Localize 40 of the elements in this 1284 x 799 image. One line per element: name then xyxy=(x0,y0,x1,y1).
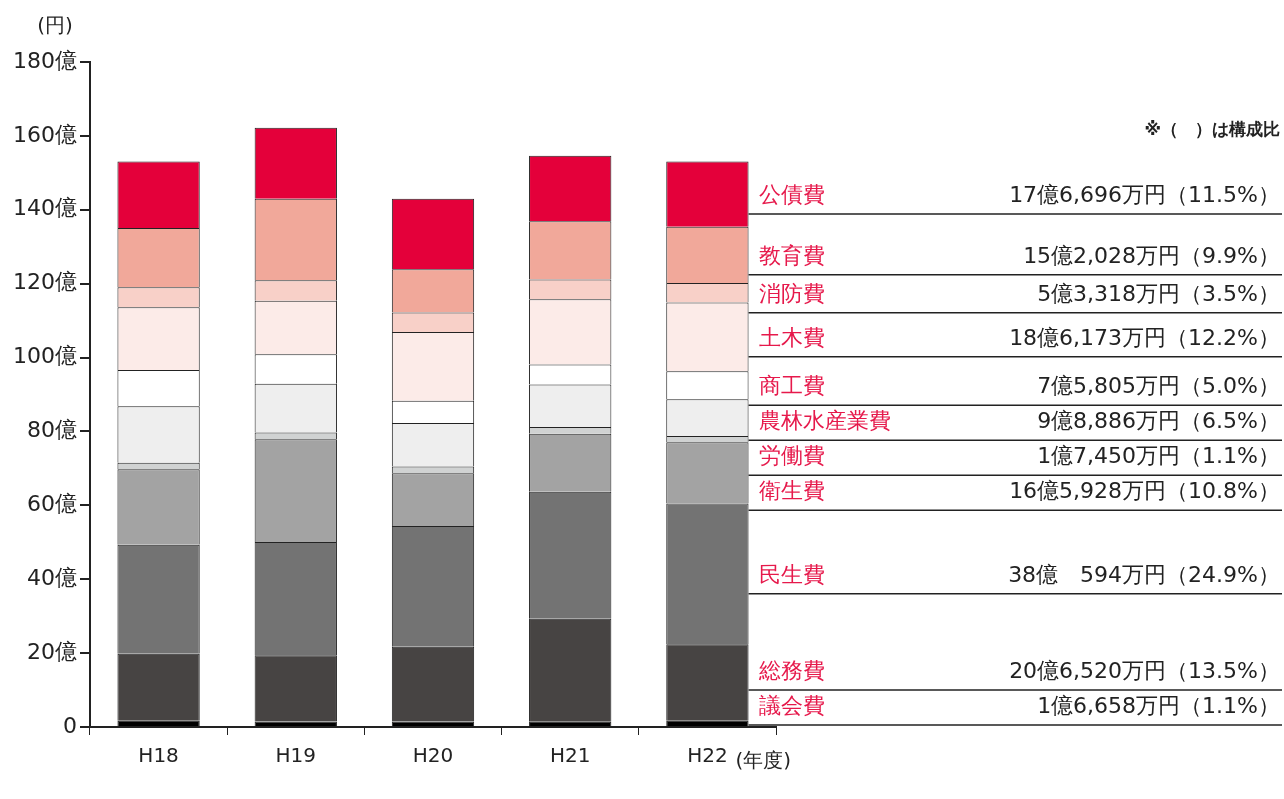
x-tick-label: H21 xyxy=(549,743,591,768)
text: 16億5,928万円（10.8%） xyxy=(1009,478,1280,504)
y-tick-label: 20億 xyxy=(26,638,77,664)
y-tick-label: 60億 xyxy=(26,491,77,517)
x-tick-label: H20 xyxy=(412,743,454,768)
text: 5億3,318万円（3.5%） xyxy=(1037,280,1280,306)
text: 20億6,520万円（13.5%） xyxy=(1009,658,1280,683)
y-tick-label: 160億 xyxy=(12,121,77,147)
y-tick-label: 80億 xyxy=(26,417,77,443)
series-label: 総務費 xyxy=(757,658,825,683)
series-label: 消防費 xyxy=(758,280,825,306)
y-tick-label: 0 xyxy=(62,712,77,738)
series-label: 労働費 xyxy=(758,443,825,469)
text: 38億 594万円（24.9%） xyxy=(1008,561,1280,587)
x-axis-title: (年度) xyxy=(735,748,792,772)
series-label: 衛生費 xyxy=(758,478,825,504)
text: 1億6,658万円（1.1%） xyxy=(1037,693,1280,718)
x-tick-label: H19 xyxy=(275,743,317,768)
y-tick-label: 180億 xyxy=(12,47,77,73)
y-tick-label: 40億 xyxy=(26,564,77,590)
series-label: 民生費 xyxy=(758,561,825,587)
x-tick-label: H18 xyxy=(138,743,179,768)
series-label: 議会費 xyxy=(758,693,825,718)
x-tick-label: H22 xyxy=(687,743,728,768)
text: 15億2,028万円（9.9%） xyxy=(1023,242,1280,268)
series-label: 商工費 xyxy=(758,373,825,399)
y-axis-title: (円) xyxy=(37,13,73,37)
text: 7億5,805万円（5.0%） xyxy=(1037,373,1280,399)
y-tick-label: 120億 xyxy=(12,269,77,295)
text: 17億6,696万円（11.5%） xyxy=(1009,182,1280,208)
series-label: 教育費 xyxy=(758,242,825,268)
series-label: 土木費 xyxy=(758,324,825,350)
text: 1億7,450万円（1.1%） xyxy=(1037,443,1280,469)
y-tick-label: 140億 xyxy=(12,195,77,221)
text: 18億6,173万円（12.2%） xyxy=(1009,324,1280,350)
series-label: 農林水産業費 xyxy=(758,408,891,434)
text: ※（ ）は構成比 xyxy=(1144,119,1280,139)
series-label: 公債費 xyxy=(758,182,825,208)
text: 9億8,886万円（6.5%） xyxy=(1037,408,1280,434)
y-tick-label: 100億 xyxy=(12,343,77,369)
